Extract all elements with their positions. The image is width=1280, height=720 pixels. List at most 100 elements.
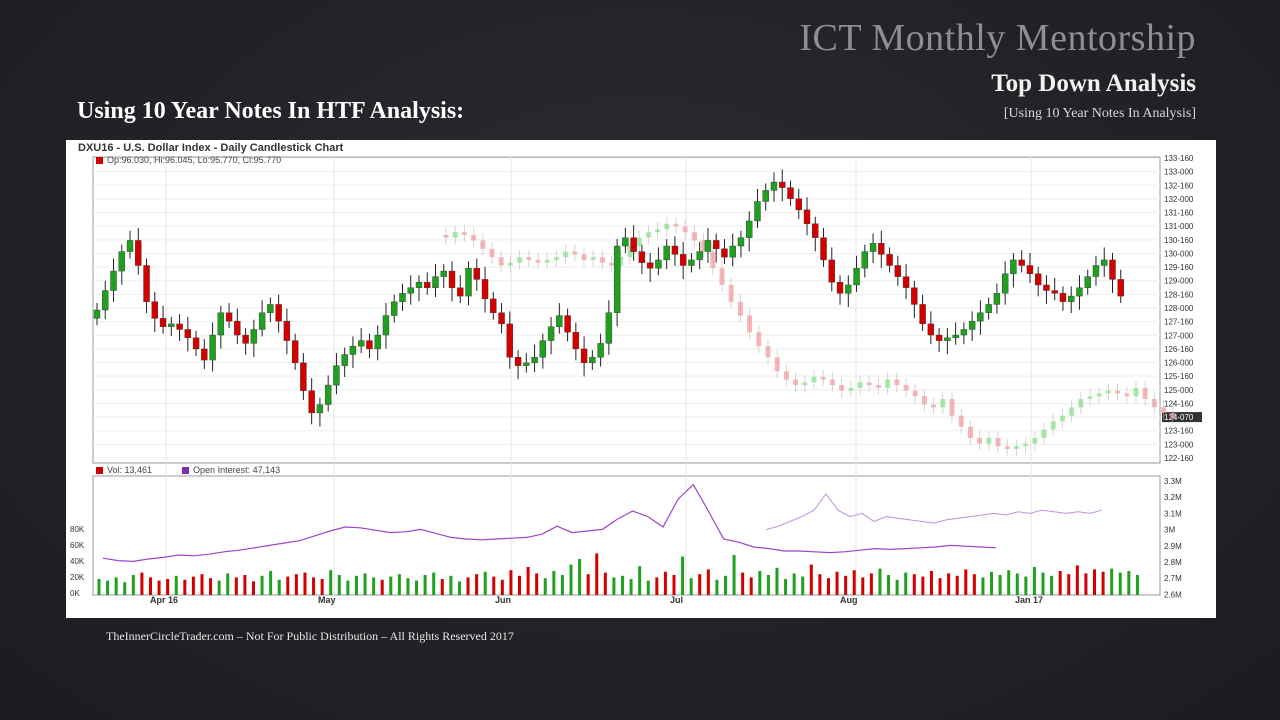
price-tick-label: 132-160 [1164,181,1194,190]
volume-bar [303,572,307,595]
candle [118,251,125,272]
volume-bar [878,568,882,595]
candle [1109,259,1116,280]
overlay-candle [1115,390,1121,394]
price-tick-label: 131-160 [1164,209,1194,218]
volume-bar [363,573,367,595]
overlay-candle [553,257,559,260]
overlay-candle [728,284,734,302]
overlay-candle [701,240,707,252]
volume-bar [646,580,650,595]
overlay-candle [636,237,642,247]
volume-bar [226,573,230,595]
candle [556,315,563,327]
candle [217,312,225,336]
volume-bar [114,577,118,595]
candle [308,390,315,414]
overlay-candle [517,257,523,263]
price-tick-label: 129-000 [1164,277,1194,286]
oi-tick-label: 3M [1164,526,1175,535]
overlay-candle [563,251,569,258]
candle [234,320,241,336]
candle [993,293,1001,305]
x-tick-label: Jun [495,595,511,605]
price-tick-label: 129-160 [1164,263,1194,272]
candle [176,323,183,330]
volume-bar [1067,574,1071,595]
volume-bar [655,577,659,595]
volume-bar [998,575,1002,595]
candle [935,334,943,341]
candle [952,334,959,339]
price-tick-label: 123-160 [1164,427,1194,436]
open-interest-label: Open Interest: 47,143 [193,465,281,475]
candle [93,309,101,319]
oi-tick-label: 3.3M [1164,477,1182,486]
candle [1051,290,1058,294]
volume-bar [277,579,281,595]
candle [473,268,480,280]
candle [1101,259,1108,266]
overlay-candle [498,257,504,266]
volume-bar [552,571,556,595]
candle [1092,265,1100,277]
candle [944,337,951,341]
candle [613,245,621,313]
oi-tick-label: 2.9M [1164,542,1182,551]
volume-bar [372,577,376,595]
candle [812,223,819,238]
overlay-candle [1059,415,1065,422]
overlay-candle [1124,393,1130,397]
candle [275,304,282,322]
candle [490,298,497,313]
price-tick-label: 127-160 [1164,318,1194,327]
ohlc-readout: Op:96.030, Hi:96.045, Lo:95.770, Cl:95.7… [96,155,281,165]
candle [1043,284,1050,291]
x-tick-label: Jan 17 [1015,595,1043,605]
overlay-candle [452,232,458,238]
volume-tick-label: 60K [70,541,85,550]
overlay-candle [1032,437,1038,444]
candle [250,329,258,344]
price-tick-label: 130-000 [1164,249,1194,258]
price-tick-label: 125-000 [1164,386,1194,395]
overlay-candle [1087,396,1093,400]
candle [225,312,233,322]
candle [803,209,811,224]
price-tick-label: 126-000 [1164,359,1194,368]
volume-bar [595,553,599,595]
candle [894,265,902,277]
volume-bar [337,575,341,595]
candle [135,240,142,266]
candle [184,329,192,339]
overlay-candle [461,232,467,235]
volume-bar [397,574,401,595]
overlay-candle [802,382,808,386]
candle [267,304,274,313]
candle [968,320,976,330]
volume-bar [440,579,444,595]
candle [1026,265,1034,275]
volume-bar [1041,572,1045,595]
candle [977,312,984,322]
overlay-candle [1105,390,1111,394]
legend-swatch-volume [96,467,103,474]
volume-bar [955,575,959,595]
candle [424,281,431,288]
candle [646,262,654,269]
volume-bar [844,575,848,595]
volume-bar [758,571,762,595]
candle [399,293,406,302]
volume-bar [1084,573,1088,595]
volume-bar [766,575,770,595]
overlay-candle [1069,407,1075,416]
overlay-candle [599,257,605,263]
volume-bar [157,580,161,595]
volume-bar [234,577,238,595]
candle [762,190,769,202]
candle [729,245,736,258]
candle [679,254,687,266]
volume-bar [801,576,805,595]
volume-bar [672,575,676,595]
overlay-candle [958,415,964,427]
